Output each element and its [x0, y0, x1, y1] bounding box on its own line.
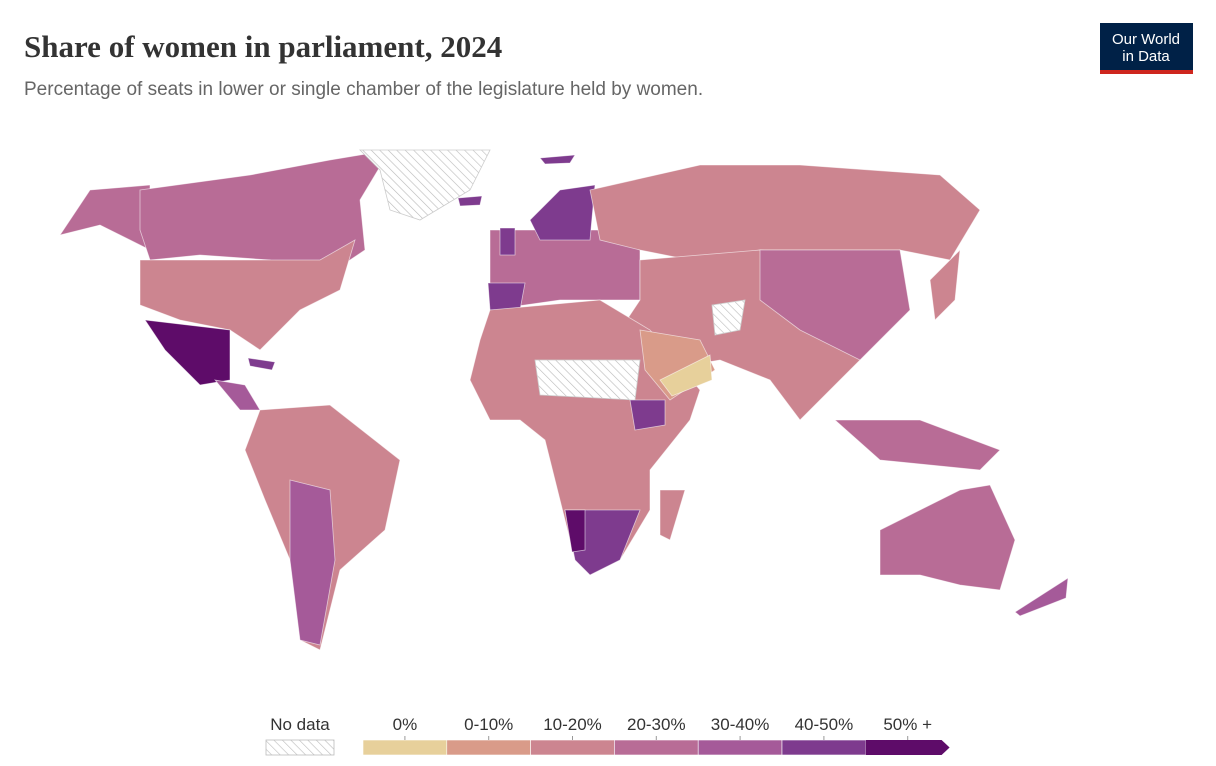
subtitle: Percentage of seats in lower or single c…: [24, 79, 703, 100]
country: [879, 484, 1016, 591]
country: [833, 419, 1001, 471]
legend-swatch: [446, 739, 531, 756]
country: [529, 184, 596, 241]
legend-label: 30-40%: [711, 715, 770, 734]
legend-label: 50% +: [883, 715, 932, 734]
country: [659, 489, 686, 541]
title: Share of women in parliament, 2024: [24, 29, 502, 64]
logo-text: Our World: [1112, 31, 1180, 48]
legend-label: 0-10%: [464, 715, 513, 734]
country: [139, 239, 356, 351]
legend-label: No data: [270, 715, 330, 734]
legend-swatch: [865, 740, 950, 755]
legend-swatch: [362, 739, 448, 756]
country: [457, 195, 483, 207]
logo-text: in Data: [1122, 48, 1170, 65]
legend-swatch: [265, 739, 335, 756]
legend-label: 10-20%: [543, 715, 602, 734]
country: [487, 282, 526, 311]
country: [759, 249, 911, 361]
logo: Our World in Data: [1100, 23, 1193, 74]
country: [659, 354, 713, 397]
country: [629, 399, 666, 431]
world-map: [59, 149, 1069, 651]
no-data-region: [359, 149, 491, 221]
legend-swatch: [781, 739, 867, 756]
country: [539, 154, 576, 165]
country: [499, 227, 516, 256]
no-data-region: [711, 299, 746, 336]
legend-label: 0%: [393, 715, 418, 734]
country: [564, 509, 586, 553]
legend-label: 20-30%: [627, 715, 686, 734]
logo-box: [1100, 23, 1193, 73]
legend-label: 40-50%: [795, 715, 854, 734]
country: [59, 184, 151, 251]
country: [144, 319, 231, 386]
legend-swatch: [530, 739, 615, 756]
country: [1014, 577, 1069, 617]
logo-bar: [1100, 70, 1193, 74]
legend-swatch: [697, 739, 783, 756]
country: [289, 479, 336, 646]
legend: No data 0% 0-10% 10-20% 20-30% 30-40% 40-50% 5…: [265, 715, 950, 756]
no-data-region: [534, 359, 641, 401]
country: [589, 164, 981, 261]
country: [247, 357, 276, 371]
legend-swatch: [614, 739, 699, 756]
country: [929, 248, 961, 321]
country: [214, 379, 261, 411]
